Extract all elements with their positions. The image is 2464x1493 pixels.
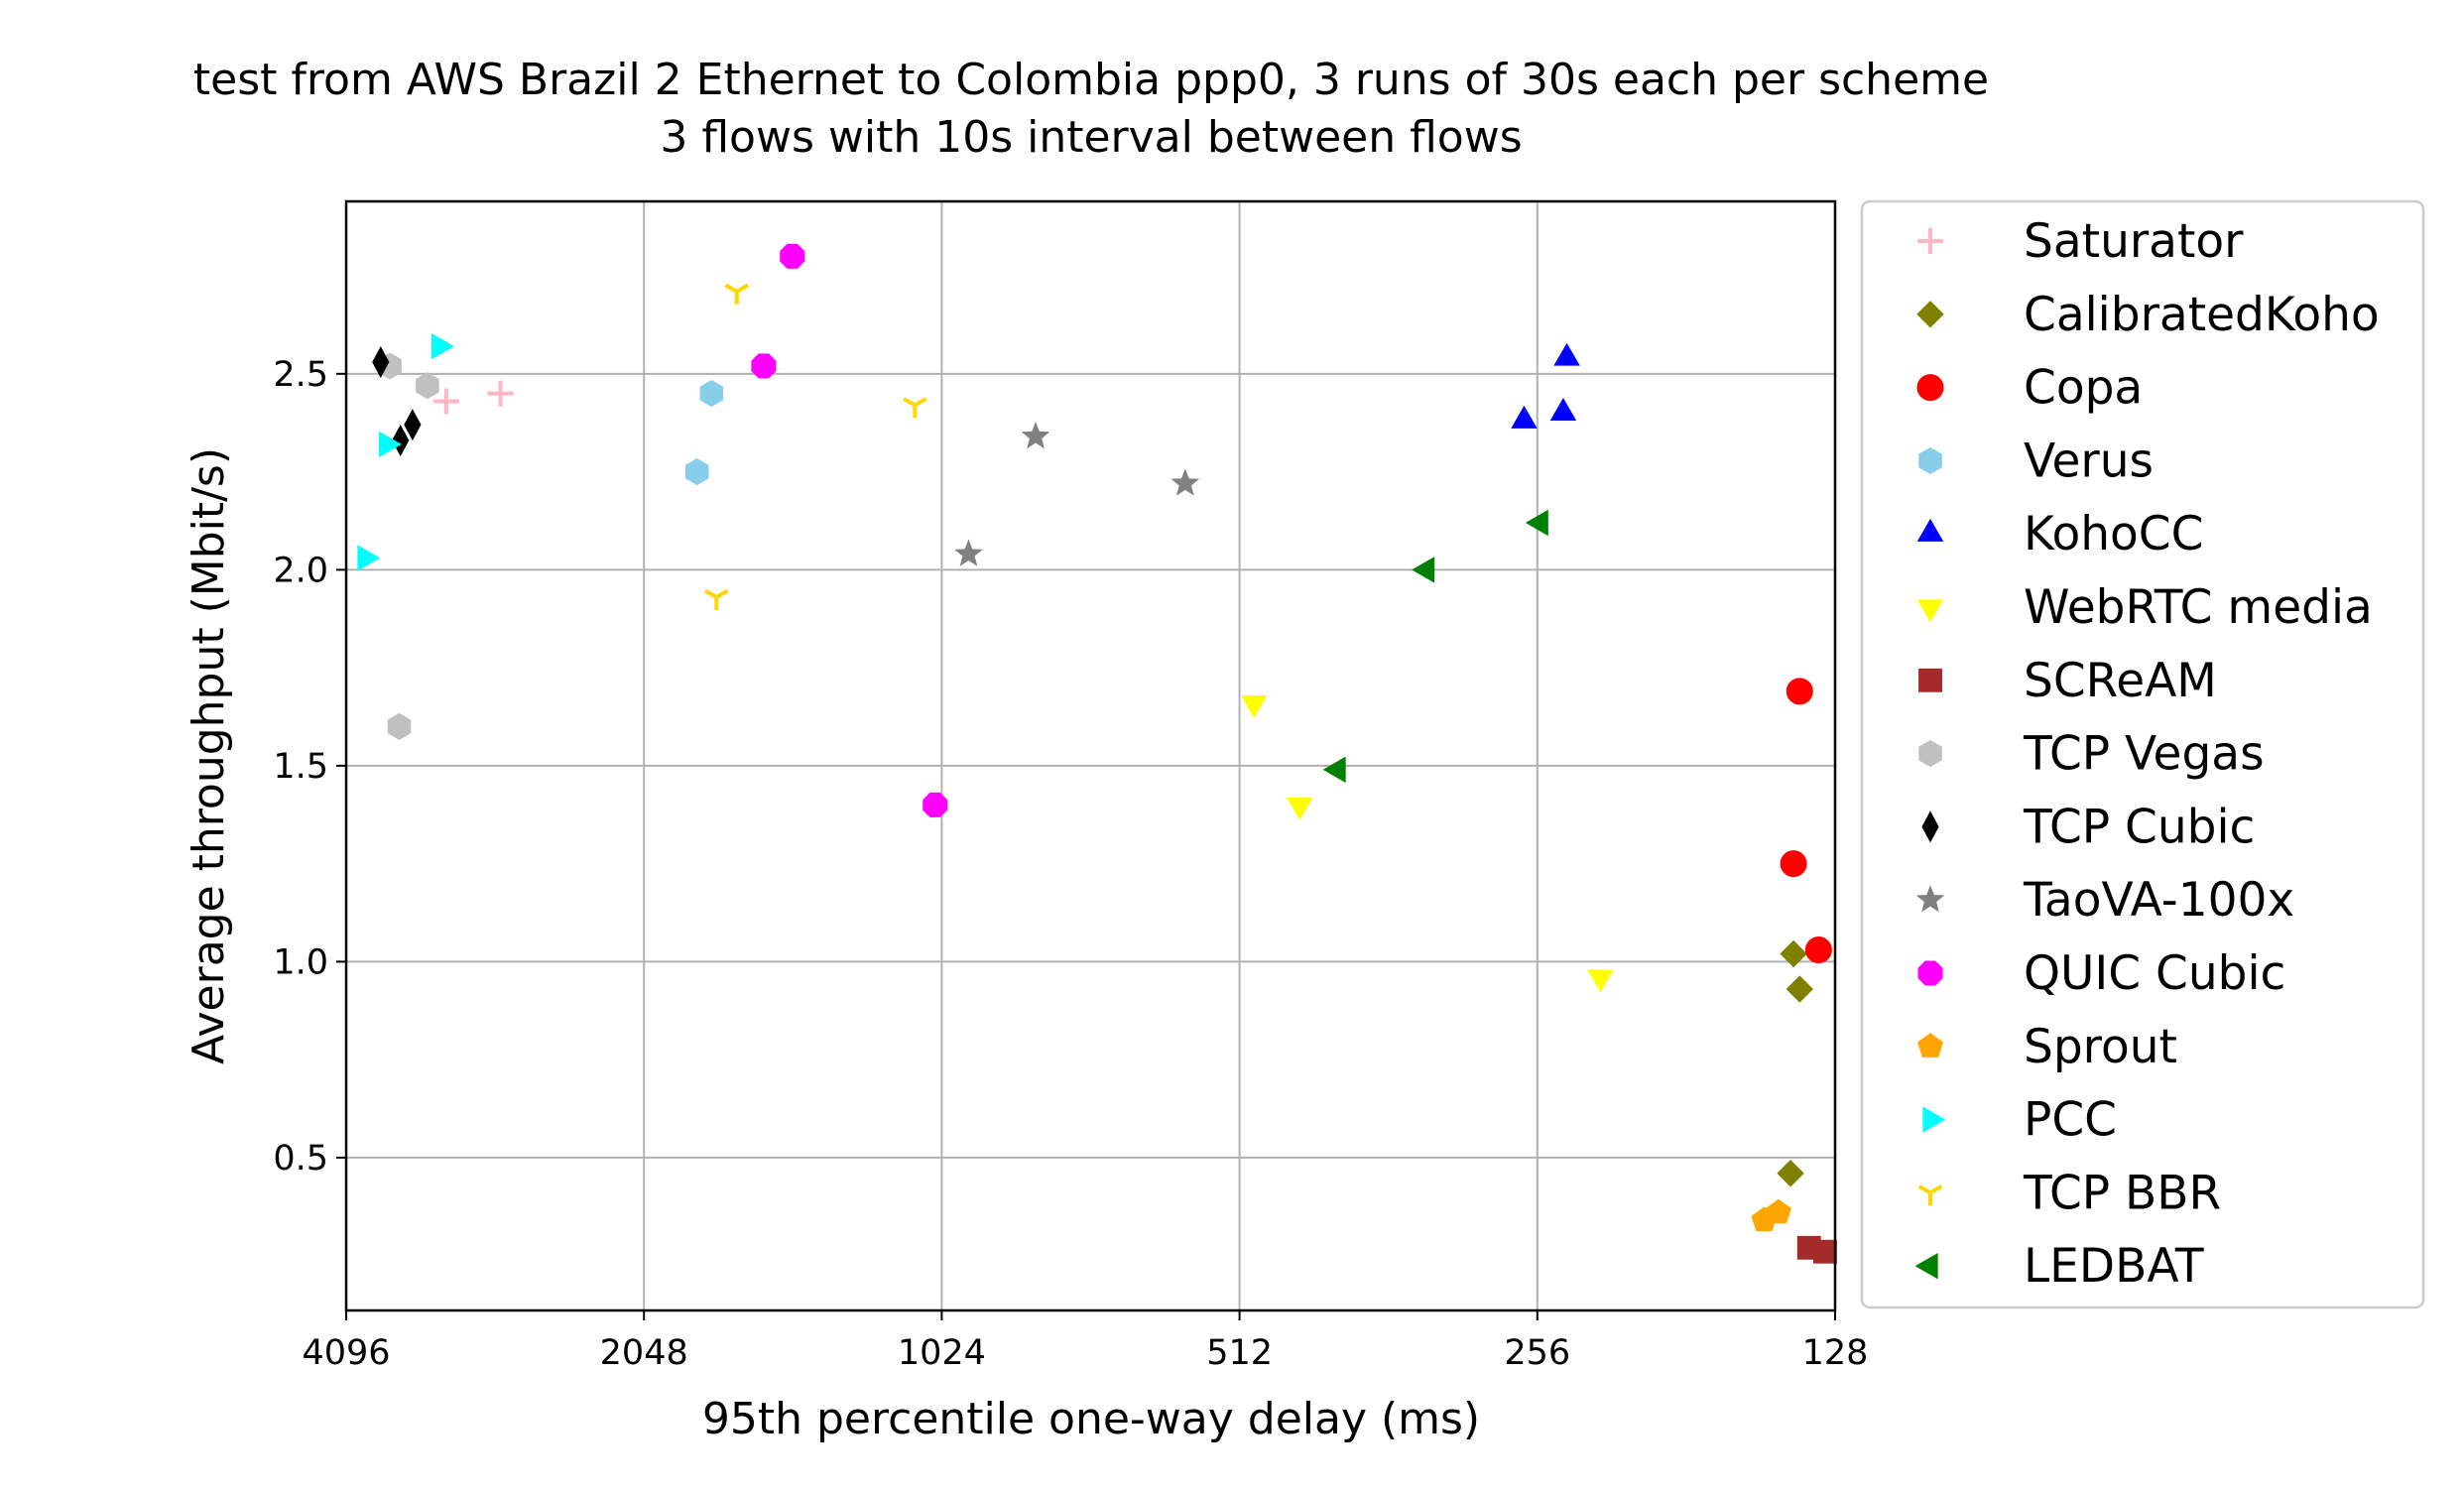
data-point-copa — [1786, 678, 1813, 705]
chart-title: test from AWS Brazil 2 Ethernet to Colom… — [193, 55, 1989, 105]
legend-label-copa: Copa — [2024, 361, 2143, 416]
data-point-pcc — [431, 332, 454, 360]
legend-label-scream: SCReAM — [2024, 654, 2217, 708]
data-point-copa — [1780, 850, 1807, 878]
axis-ticks: 4096 2048 1024 512 256 128 0.5 1.0 1.5 2.0 2.5 — [273, 355, 1868, 1373]
data-point-saturator — [432, 388, 459, 415]
data-point-taova-100x — [954, 539, 983, 566]
legend-marker-kohocc — [1916, 518, 1944, 542]
legend-frame — [1860, 199, 2425, 1309]
data-point-quic-cubic — [923, 792, 948, 817]
legend-marker-verus — [1918, 446, 1942, 474]
legend-label-calibratedkoho: CalibratedKoho — [2024, 288, 2380, 342]
legend-marker-ledbat — [1914, 1252, 1938, 1280]
data-point-kohocc — [1511, 405, 1538, 429]
data-point-webrtc-media — [1587, 969, 1614, 993]
data-point-calibratedkoho — [1786, 975, 1814, 1003]
y-tick-label: 2.5 — [273, 355, 328, 395]
legend-label-tcp-cubic: TCP Cubic — [2023, 800, 2255, 854]
data-point-quic-cubic — [751, 353, 777, 379]
grid-layer — [346, 201, 1835, 1310]
legend-marker-quic-cubic — [1917, 960, 1943, 986]
chart-subtitle: 3 flows with 10s interval between flows — [660, 112, 1522, 163]
legend-label-verus: Verus — [2024, 434, 2154, 488]
legend-marker-saturator — [1917, 228, 1943, 254]
data-point-verus — [684, 458, 709, 486]
legend-marker-webrtc-media — [1916, 599, 1944, 623]
data-points — [357, 243, 1837, 1264]
data-point-tcp-vegas — [416, 372, 439, 400]
y-tick-label: 0.5 — [273, 1139, 328, 1179]
legend-label-quic-cubic: QUIC Cubic — [2024, 946, 2285, 1001]
data-point-tcp-bbr — [724, 283, 750, 305]
legend-marker-copa — [1916, 374, 1944, 402]
data-point-webrtc-media — [1240, 695, 1268, 718]
x-tick-label: 128 — [1802, 1333, 1869, 1373]
data-point-scream — [1813, 1239, 1837, 1264]
x-tick-label: 512 — [1206, 1333, 1273, 1373]
data-point-kohocc — [1549, 398, 1577, 421]
data-point-tcp-vegas — [387, 712, 412, 740]
data-point-ledbat — [1525, 509, 1548, 537]
y-tick-label: 1.5 — [273, 747, 328, 787]
x-tick-label: 1024 — [898, 1333, 986, 1373]
data-point-taova-100x — [1021, 421, 1050, 449]
data-point-tcp-bbr — [703, 588, 729, 611]
legend-label-sprout: Sprout — [2024, 1020, 2177, 1074]
legend-label-pcc: PCC — [2024, 1093, 2117, 1148]
x-tick-label: 2048 — [600, 1333, 688, 1373]
legend-marker-tcp-vegas — [1918, 740, 1942, 768]
legend-marker-pcc — [1922, 1106, 1946, 1133]
data-point-quic-cubic — [780, 243, 805, 269]
data-point-saturator — [487, 380, 514, 407]
legend-marker-calibratedkoho — [1916, 301, 1944, 328]
data-point-sprout — [1766, 1198, 1791, 1224]
x-tick-label: 4096 — [302, 1333, 390, 1373]
data-point-ledbat — [1322, 756, 1346, 784]
legend-marker-tcp-bbr — [1917, 1184, 1943, 1206]
x-tick-label: 256 — [1504, 1333, 1570, 1373]
data-point-copa — [1804, 936, 1832, 964]
legend-marker-taova-100x — [1915, 885, 1945, 913]
legend-label-taova-100x: TaoVA-100x — [2023, 873, 2294, 928]
x-axis-label: 95th percentile one-way delay (ms) — [702, 1394, 1480, 1444]
legend-label-saturator: Saturator — [2024, 214, 2244, 269]
legend-marker-tcp-cubic — [1921, 810, 1939, 843]
data-point-ledbat — [1412, 557, 1435, 583]
data-point-pcc — [357, 545, 381, 571]
y-axis-label: Average throughput (Mbit/s) — [184, 447, 234, 1064]
data-point-calibratedkoho — [1780, 939, 1807, 968]
data-point-verus — [699, 379, 724, 408]
legend-label-tcp-bbr: TCP BBR — [2023, 1166, 2221, 1220]
y-tick-label: 1.0 — [273, 942, 328, 982]
legend-marker-scream — [1918, 668, 1942, 692]
data-point-tcp-cubic — [404, 409, 422, 441]
y-tick-label: 2.0 — [273, 551, 328, 590]
data-point-tcp-bbr — [903, 397, 927, 419]
data-point-tcp-cubic — [372, 345, 390, 378]
legend-marker-sprout — [1917, 1033, 1943, 1058]
data-point-calibratedkoho — [1777, 1160, 1804, 1187]
legend: Saturator CalibratedKoho Copa Verus KohoCC We… — [1860, 199, 2425, 1309]
legend-label-webrtc-media: WebRTC media — [2024, 580, 2373, 635]
data-point-kohocc — [1553, 342, 1580, 366]
legend-label-tcp-vegas: TCP Vegas — [2023, 727, 2265, 782]
data-point-webrtc-media — [1287, 797, 1313, 820]
legend-label-ledbat: LEDBAT — [2024, 1239, 2204, 1294]
data-point-pcc — [378, 431, 402, 458]
legend-label-kohocc: KohoCC — [2024, 507, 2203, 561]
plot-frame — [344, 199, 1837, 1312]
data-point-taova-100x — [1170, 468, 1200, 496]
data-point-tcp-cubic — [392, 424, 410, 456]
